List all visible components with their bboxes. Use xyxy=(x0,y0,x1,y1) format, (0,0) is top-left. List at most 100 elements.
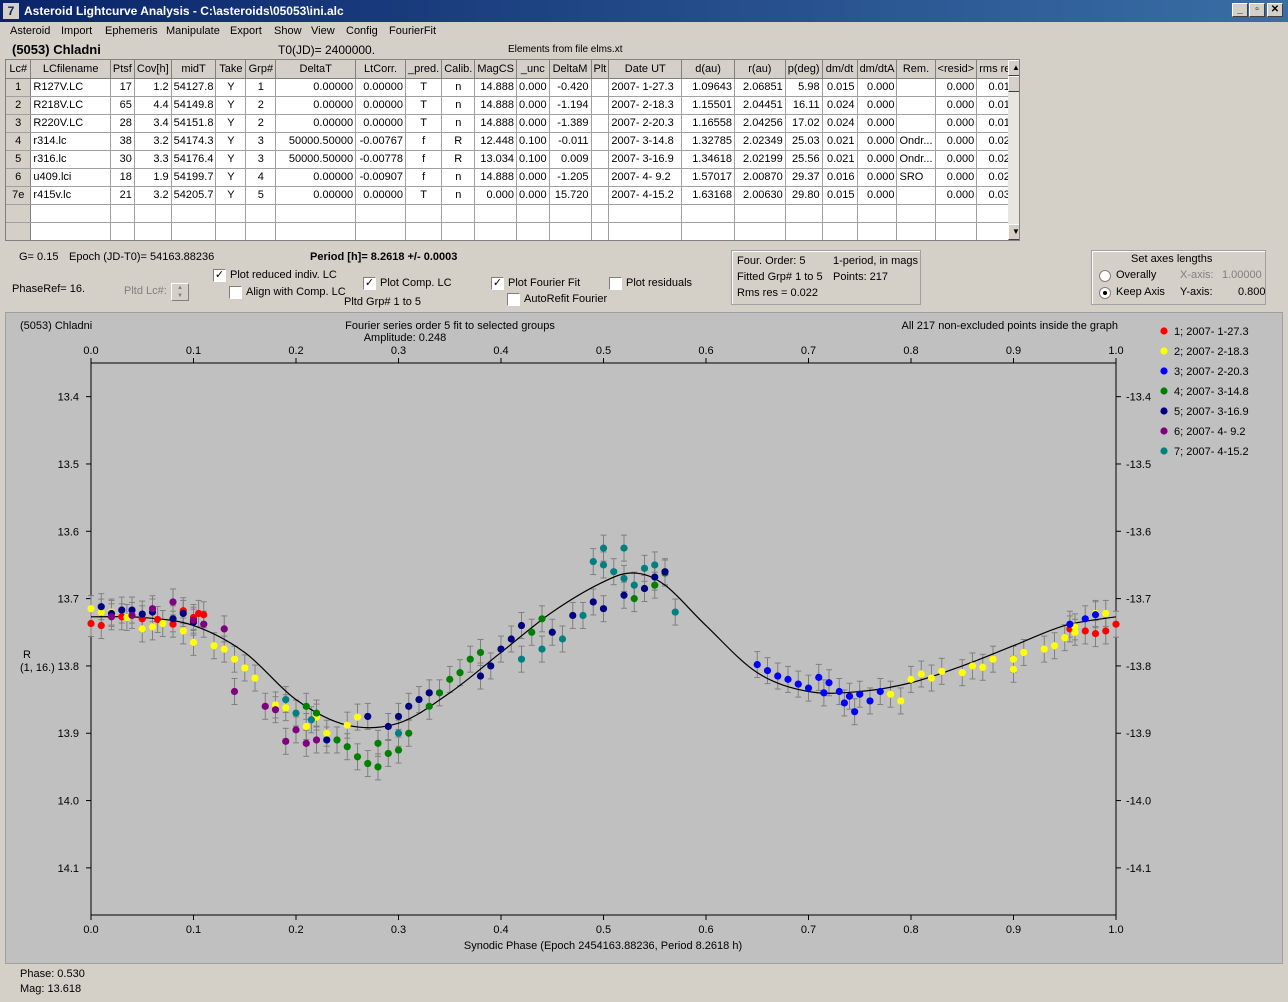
table-cell[interactable]: 1.15501 xyxy=(681,96,735,115)
table-cell[interactable]: 21 xyxy=(110,186,135,205)
table-cell[interactable]: 3.3 xyxy=(134,150,172,169)
table-cell[interactable] xyxy=(857,222,898,240)
table-cell[interactable]: 14.888 xyxy=(474,96,518,115)
table-cell[interactable]: f xyxy=(405,168,443,187)
table-cell[interactable]: 0.009 xyxy=(549,150,592,169)
table-cell[interactable]: n xyxy=(441,78,476,97)
column-header[interactable]: p(deg) xyxy=(785,60,823,79)
table-cell[interactable] xyxy=(591,222,610,240)
table-cell[interactable]: -1.389 xyxy=(549,114,592,133)
table-cell[interactable]: 0.000 xyxy=(516,96,550,115)
table-cell[interactable] xyxy=(441,222,476,240)
column-header[interactable]: midT xyxy=(171,60,217,79)
table-cell[interactable]: n xyxy=(441,114,476,133)
table-cell[interactable] xyxy=(608,222,683,240)
lightcurve-plot-panel[interactable]: (5053) Chladni Fourier series order 5 fi… xyxy=(5,312,1283,964)
row-header[interactable] xyxy=(6,204,32,223)
table-cell[interactable]: 25.03 xyxy=(785,132,823,151)
table-cell[interactable]: Y xyxy=(215,96,247,115)
table-cell[interactable] xyxy=(549,222,592,240)
column-header[interactable]: MagCS xyxy=(474,60,518,79)
menu-fourierfit[interactable]: FourierFit xyxy=(389,25,437,37)
plot-comp-checkbox[interactable]: ✓ xyxy=(363,277,376,290)
table-cell[interactable]: 17 xyxy=(110,78,135,97)
table-cell[interactable]: 0.00000 xyxy=(355,96,407,115)
table-cell[interactable]: 0.000 xyxy=(935,168,978,187)
table-cell[interactable]: 54205.7 xyxy=(171,186,217,205)
row-header[interactable]: 2 xyxy=(6,96,32,115)
table-cell[interactable]: 0.000 xyxy=(516,186,550,205)
table-cell[interactable]: Y xyxy=(215,78,247,97)
table-cell[interactable]: -1.205 xyxy=(549,168,592,187)
x-axis-value[interactable]: 1.00000 xyxy=(1222,269,1262,281)
table-cell[interactable]: -0.011 xyxy=(549,132,592,151)
column-header[interactable]: DeltaT xyxy=(275,60,357,79)
plot-residuals-checkbox[interactable] xyxy=(609,277,622,290)
table-cell[interactable] xyxy=(822,204,858,223)
column-header[interactable]: r(au) xyxy=(734,60,786,79)
table-cell[interactable]: Y xyxy=(215,168,247,187)
table-cell[interactable]: 0.000 xyxy=(857,132,898,151)
table-cell[interactable]: 0.021 xyxy=(822,150,858,169)
column-header[interactable]: LCfilename xyxy=(30,60,111,79)
empty-table-row[interactable] xyxy=(6,222,1019,240)
table-cell[interactable] xyxy=(896,204,936,223)
table-cell[interactable]: 50000.50000 xyxy=(275,132,357,151)
table-cell[interactable] xyxy=(275,204,357,223)
pltd-lc-spinner[interactable]: ▲ ▼ xyxy=(171,283,189,301)
menu-ephemeris[interactable]: Ephemeris xyxy=(105,25,158,37)
table-cell[interactable] xyxy=(355,222,407,240)
empty-table-row[interactable] xyxy=(6,204,1019,223)
y-axis-value[interactable]: 0.800 xyxy=(1238,286,1266,298)
table-cell[interactable] xyxy=(896,78,936,97)
table-cell[interactable] xyxy=(935,222,978,240)
column-header[interactable]: Ptsf xyxy=(110,60,135,79)
table-cell[interactable] xyxy=(591,168,610,187)
table-cell[interactable]: -0.00767 xyxy=(355,132,407,151)
table-cell[interactable]: 1 xyxy=(245,78,277,97)
table-cell[interactable]: 0.00000 xyxy=(275,168,357,187)
table-cell[interactable] xyxy=(215,222,247,240)
table-cell[interactable]: 13.034 xyxy=(474,150,518,169)
table-cell[interactable]: 14.888 xyxy=(474,114,518,133)
table-cell[interactable]: 2.02199 xyxy=(734,150,786,169)
column-header[interactable]: Lc# xyxy=(6,60,32,79)
table-cell[interactable]: 0.000 xyxy=(857,168,898,187)
table-cell[interactable]: 0.000 xyxy=(516,168,550,187)
table-cell[interactable]: 1.16558 xyxy=(681,114,735,133)
table-cell[interactable]: 1.34618 xyxy=(681,150,735,169)
table-cell[interactable]: 3.2 xyxy=(134,132,172,151)
table-cell[interactable]: 2007- 3-16.9 xyxy=(608,150,683,169)
table-cell[interactable]: n xyxy=(441,96,476,115)
column-header[interactable]: Cov[h] xyxy=(134,60,172,79)
column-header[interactable]: <resid> xyxy=(935,60,978,79)
table-cell[interactable]: 0.00000 xyxy=(275,78,357,97)
table-cell[interactable]: 25.56 xyxy=(785,150,823,169)
table-cell[interactable] xyxy=(215,204,247,223)
table-cell[interactable]: 1.9 xyxy=(134,168,172,187)
table-cell[interactable]: Y xyxy=(215,114,247,133)
table-cell[interactable]: -0.00778 xyxy=(355,150,407,169)
table-cell[interactable] xyxy=(134,222,172,240)
table-cell[interactable] xyxy=(405,222,443,240)
table-cell[interactable] xyxy=(591,114,610,133)
row-header[interactable]: 4 xyxy=(6,132,32,151)
scroll-thumb[interactable] xyxy=(1008,76,1019,92)
table-cell[interactable]: R218V.LC xyxy=(30,96,111,115)
column-header[interactable]: DeltaM xyxy=(549,60,592,79)
table-cell[interactable]: 0.000 xyxy=(857,78,898,97)
table-row[interactable]: 5 r316.lc 30 3.3 54176.4 Y 3 50000.50000 -0.0077… xyxy=(6,150,1019,169)
table-cell[interactable] xyxy=(591,150,610,169)
table-cell[interactable]: R127V.LC xyxy=(30,78,111,97)
table-cell[interactable]: 4 xyxy=(245,168,277,187)
table-cell[interactable] xyxy=(591,78,610,97)
table-cell[interactable]: 29.37 xyxy=(785,168,823,187)
column-header[interactable]: _unc xyxy=(516,60,550,79)
menu-import[interactable]: Import xyxy=(61,25,93,37)
table-cell[interactable] xyxy=(171,222,217,240)
table-cell[interactable]: 2007- 1-27.3 xyxy=(608,78,683,97)
table-cell[interactable]: f xyxy=(405,132,443,151)
table-cell[interactable]: T xyxy=(405,114,443,133)
row-header[interactable]: 3 xyxy=(6,114,32,133)
table-cell[interactable]: 0.015 xyxy=(822,78,858,97)
